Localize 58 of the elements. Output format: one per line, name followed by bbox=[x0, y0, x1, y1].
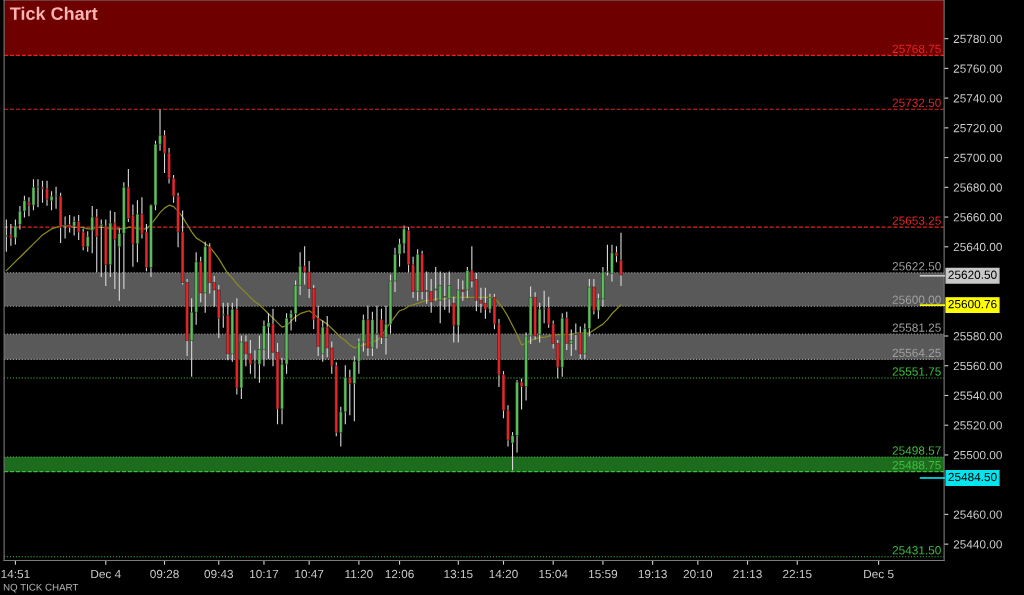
chart-title: Tick Chart bbox=[9, 6, 98, 20]
x-tick-label: 12:06 bbox=[385, 569, 414, 579]
x-tick-label: Dec 4 bbox=[91, 569, 121, 579]
x-tick-label: 19:13 bbox=[638, 569, 667, 579]
ref-line-label: 25581.25 bbox=[892, 323, 941, 332]
ref-line-label: 25768.75 bbox=[892, 44, 941, 54]
ref-line-label: 25431.50 bbox=[892, 546, 941, 555]
x-tick-label: 09:28 bbox=[150, 569, 179, 579]
y-tick-label: 25500.00 bbox=[953, 450, 1002, 460]
ref-line-label: 25653.25 bbox=[892, 216, 941, 225]
y-tick-label: 25640.00 bbox=[953, 242, 1002, 252]
x-tick-label: 15:59 bbox=[589, 569, 618, 579]
x-tick-label: 11:20 bbox=[345, 569, 373, 579]
x-tick-label: 21:13 bbox=[733, 569, 762, 579]
candlestick bbox=[13, 219, 18, 245]
x-tick-label: 15:04 bbox=[539, 569, 568, 579]
y-tick-label: 25580.00 bbox=[953, 332, 1002, 341]
ref-line-label: 25551.75 bbox=[892, 367, 941, 376]
y-tick-label: 25440.00 bbox=[953, 540, 1002, 549]
candlestick bbox=[483, 287, 488, 319]
ref-line-label: 25732.50 bbox=[892, 98, 941, 107]
y-tick-label: 25720.00 bbox=[953, 123, 1002, 133]
x-tick-label: 09:43 bbox=[204, 569, 234, 579]
candlestick bbox=[4, 219, 9, 252]
x-tick-label: 14:20 bbox=[489, 569, 518, 579]
text: NQ TICK CHART bbox=[3, 583, 79, 593]
y-tick-label: 25660.00 bbox=[953, 213, 1002, 222]
ref-line-label: 25620.50 bbox=[948, 270, 997, 279]
ref-line-label: 25564.25 bbox=[892, 348, 941, 358]
candlestick bbox=[40, 180, 45, 203]
y-tick-label: 25740.00 bbox=[953, 94, 1002, 103]
ref-line-label: 25600.76 bbox=[948, 299, 997, 309]
x-tick-label: 13:15 bbox=[444, 569, 473, 579]
y-tick-label: 25680.00 bbox=[953, 183, 1002, 192]
y-tick-label: 25540.00 bbox=[953, 391, 1002, 400]
candlestick bbox=[574, 323, 578, 350]
x-tick-label: 10:47 bbox=[295, 569, 324, 579]
y-tick-label: 25700.00 bbox=[953, 153, 1002, 162]
x-tick-label: Dec 5 bbox=[864, 569, 894, 579]
y-tick-label: 25560.00 bbox=[953, 361, 1002, 371]
ref-line-label: 25600.00 bbox=[892, 295, 941, 304]
candlestick bbox=[447, 271, 451, 313]
ref-line-label: 25484.50 bbox=[948, 472, 997, 482]
x-tick-label: 10:17 bbox=[250, 569, 279, 579]
y-tick-label: 25460.00 bbox=[953, 510, 1002, 519]
candlestick bbox=[434, 267, 438, 301]
x-tick-label: 14:51 bbox=[1, 569, 30, 579]
candlestick bbox=[429, 278, 433, 313]
candlestick bbox=[248, 339, 253, 374]
candlestick bbox=[302, 246, 307, 285]
x-tick-label: 20:10 bbox=[683, 569, 713, 579]
ref-line-label: 25498.57 bbox=[892, 446, 941, 455]
y-tick-label: 25780.00 bbox=[953, 34, 1002, 44]
y-tick-label: 25520.00 bbox=[953, 421, 1002, 430]
ref-line-label: 25622.50 bbox=[892, 262, 941, 271]
x-tick-label: 22:15 bbox=[783, 569, 812, 579]
y-tick-label: 25760.00 bbox=[953, 64, 1002, 73]
ref-line-label: 25488.75 bbox=[892, 460, 941, 470]
